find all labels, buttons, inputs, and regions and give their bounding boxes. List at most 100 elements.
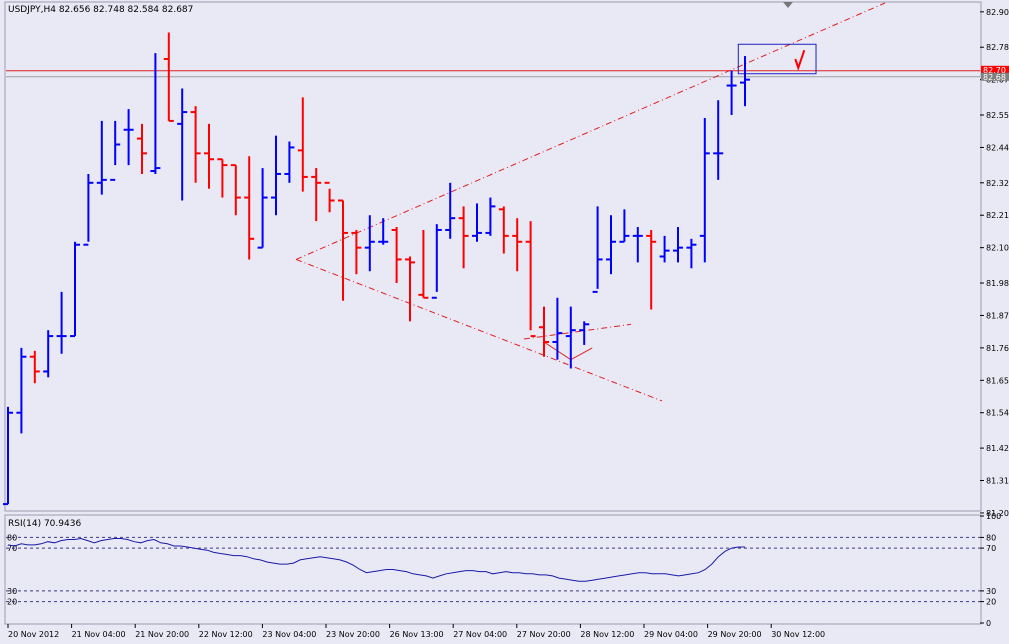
ohlc-bar [311,168,322,222]
ohlc-bar [699,117,710,263]
upper-trend-line [295,2,886,260]
ohlc-bar [190,106,201,183]
ohlc-bar [70,241,80,338]
ohlc-bar [726,70,737,116]
rsi-tick-label: 100 [986,512,1001,521]
price-tick-label: 82.55 [986,111,1009,120]
ohlc-bar [324,181,335,213]
ohlc-bar [659,235,670,263]
price-tick-label: 81.65 [986,376,1009,385]
ohlc-bar [646,229,657,310]
highlight-box [737,43,817,75]
scroll-marker-icon[interactable] [783,2,793,8]
ohlc-bars [3,32,750,506]
ohlc-bar [43,330,54,378]
price-tick-label: 81.42 [986,444,1009,453]
ohlc-bar [445,182,456,239]
ohlc-bar [96,120,107,195]
ohlc-bar [284,141,295,183]
ohlc-bar [740,56,750,107]
ohlc-bar [458,206,469,269]
ohlc-bar [56,291,67,354]
ohlc-bar [230,164,241,216]
ohlc-bar [297,97,308,192]
rsi-series: 80 70 30 20 [6,533,980,607]
ohlc-bar [673,227,683,263]
ohlc-bar [525,221,536,338]
ohlc-bar [150,53,161,174]
ohlc-bar [364,215,375,272]
ohlc-bar [3,406,13,506]
rsi-panel [4,514,982,625]
rsi-tick-label: 80 [986,533,996,542]
time-tick-label: 29 Nov 20:00 [708,630,762,639]
time-tick-label: 22 Nov 12:00 [199,630,253,639]
price-tick-label: 82.10 [986,244,1009,253]
price-tag [981,72,1009,81]
rsi-line [7,537,745,582]
ohlc-bar [163,32,174,122]
price-tick-label: 81.31 [986,477,1009,486]
ohlc-bar [539,306,549,357]
ohlc-bar [29,350,40,384]
rsi-level-label: 70 [7,544,17,553]
price-tick-label: 81.87 [986,311,1009,320]
ohlc-bar [257,168,268,249]
rsi-level-label: 80 [7,533,17,542]
ohlc-bar [351,229,362,275]
ohlc-bar [418,229,429,299]
time-tick-label: 26 Nov 13:00 [390,630,444,639]
rsi-tick-label: 0 [986,619,991,628]
ohlc-bar [177,88,188,201]
price-tick-label: 81.76 [986,344,1009,353]
rsi-indicator-label: RSI(14) 70.9436 [8,519,81,529]
price-tick-label: 81.20 [986,509,1009,518]
ohlc-bar [271,135,281,216]
price-panel [4,1,982,512]
ohlc-bar [606,215,616,275]
ohlc-bar [391,227,402,284]
short-trend-line [523,323,632,340]
ohlc-bar [83,173,94,246]
axis-labels: 82.9082.7882.6782.5582.4482.3282.2182.10… [7,8,1009,639]
time-tick-label: 27 Nov 20:00 [517,630,571,639]
ohlc-bar [217,158,228,198]
price-tick-label: 81.54 [986,409,1009,418]
time-tick-label: 20 Nov 2012 [8,630,59,639]
price-tick-label: 82.78 [986,43,1009,52]
time-tick-label: 30 Nov 12:00 [771,630,825,639]
ohlc-bar [552,297,563,360]
ohlc-bar [16,347,27,434]
ohlc-bar [713,100,724,180]
ohlc-bar [592,206,603,293]
time-tick-label: 21 Nov 20:00 [135,630,189,639]
ohlc-bar [123,109,134,166]
lower-trend-line [295,258,663,402]
price-tag [981,65,1009,74]
ohlc-bar [512,218,523,272]
symbol-info: USDJPY,H4 82.656 82.748 82.584 82.687 [8,5,193,15]
rsi-tick-label: 30 [986,587,996,596]
time-tick-label: 28 Nov 12:00 [580,630,634,639]
ohlc-bar [338,199,348,301]
ohlc-bar [378,218,389,245]
price-tag-label: 82.70 [983,66,1006,75]
price-tag-label: 82.68 [983,73,1006,82]
price-tick-label: 82.90 [986,8,1009,17]
rsi-level-label: 30 [7,587,17,596]
ohlc-bar [110,120,121,181]
ohlc-bar [579,321,590,345]
ohlc-bar [498,206,509,254]
check-mark-icon [794,49,806,71]
time-tick-label: 23 Nov 04:00 [262,630,316,639]
ohlc-bar [431,224,442,299]
ohlc-bar [565,306,576,369]
ohlc-bar [405,256,415,322]
ohlc-bar [472,203,482,242]
time-tick-label: 29 Nov 04:00 [644,630,698,639]
rsi-level-label: 20 [7,598,17,607]
ohlc-bar [244,156,255,260]
price-tick-label: 82.44 [986,143,1009,152]
rsi-tick-label: 70 [986,544,996,553]
ohlc-bar [686,238,697,269]
